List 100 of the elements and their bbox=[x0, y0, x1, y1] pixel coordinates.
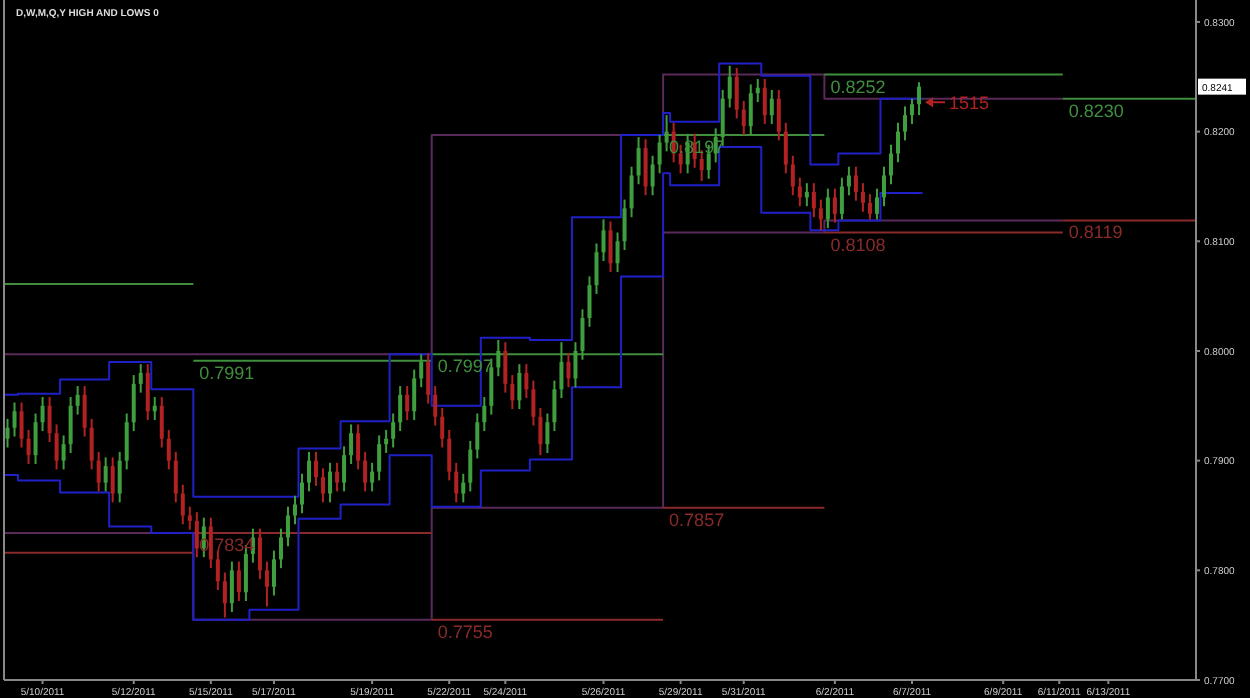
candlestick bbox=[874, 187, 879, 221]
candlestick bbox=[54, 423, 59, 471]
candlestick bbox=[138, 363, 143, 394]
candlestick bbox=[82, 385, 87, 438]
candlestick bbox=[370, 461, 375, 493]
candlestick bbox=[12, 401, 17, 438]
candlestick bbox=[910, 97, 915, 125]
candlestick bbox=[580, 308, 585, 361]
candlestick bbox=[363, 450, 368, 493]
candlestick bbox=[468, 439, 473, 493]
candlestick bbox=[881, 165, 886, 208]
candlestick bbox=[264, 560, 269, 608]
candlestick bbox=[608, 220, 613, 273]
candlestick bbox=[300, 472, 304, 515]
candlestick bbox=[664, 114, 669, 153]
candlestick bbox=[222, 571, 227, 619]
candlestick bbox=[405, 385, 410, 422]
candlestick bbox=[629, 165, 634, 219]
candlestick bbox=[559, 341, 564, 400]
candlestick bbox=[615, 231, 620, 273]
candlestick bbox=[377, 434, 382, 482]
candlestick bbox=[33, 412, 38, 465]
candlestick bbox=[720, 88, 725, 147]
annotation: 0.7991 bbox=[199, 362, 255, 383]
annotation: 0.8230 bbox=[1068, 100, 1124, 121]
candlestick bbox=[587, 275, 592, 328]
candlestick bbox=[117, 450, 122, 504]
candlestick bbox=[839, 176, 844, 221]
candlestick bbox=[896, 121, 900, 164]
annotation: 1515 bbox=[949, 93, 990, 114]
candlestick bbox=[342, 445, 347, 493]
candlestick bbox=[531, 379, 536, 427]
candlestick bbox=[797, 176, 802, 208]
candlestick bbox=[636, 136, 641, 186]
candlestick bbox=[755, 77, 760, 103]
candlestick bbox=[482, 396, 487, 433]
candlestick bbox=[853, 165, 858, 202]
candlestick bbox=[110, 456, 115, 504]
candlestick bbox=[257, 527, 262, 581]
candlestick bbox=[398, 385, 403, 433]
annotation: 0.8119 bbox=[1068, 222, 1123, 243]
candlestick bbox=[75, 385, 80, 416]
candlestick bbox=[917, 81, 922, 117]
candlestick bbox=[643, 138, 648, 197]
candlestick bbox=[321, 467, 326, 504]
candlestick bbox=[517, 363, 522, 411]
candlestick bbox=[776, 88, 781, 142]
candlestick bbox=[229, 560, 234, 613]
candlestick bbox=[412, 368, 417, 422]
candlestick bbox=[783, 121, 788, 175]
candlestick bbox=[285, 505, 290, 548]
annotation: 0.7755 bbox=[437, 621, 493, 642]
candlestick bbox=[349, 423, 354, 465]
candlestick bbox=[152, 396, 157, 422]
candlestick bbox=[40, 396, 45, 433]
candlestick bbox=[194, 511, 199, 559]
candlestick bbox=[426, 352, 431, 405]
candlestick bbox=[461, 472, 466, 504]
candlestick bbox=[278, 527, 283, 570]
candlestick bbox=[790, 154, 795, 197]
candlestick bbox=[314, 450, 319, 487]
candlestick bbox=[419, 353, 424, 389]
candlestick bbox=[335, 461, 340, 493]
annotation: 0.8108 bbox=[830, 234, 886, 255]
candlestick bbox=[215, 549, 220, 592]
candlestick bbox=[131, 374, 136, 433]
candlestick bbox=[180, 483, 185, 526]
candlestick bbox=[524, 363, 529, 400]
candlestick bbox=[552, 379, 557, 433]
candlestick bbox=[762, 77, 767, 125]
candlestick bbox=[818, 198, 823, 232]
candlestick bbox=[433, 385, 438, 427]
candlestick bbox=[727, 64, 732, 109]
candlestick bbox=[5, 417, 10, 449]
candlestick bbox=[657, 133, 662, 175]
candlestick bbox=[566, 352, 571, 389]
candlestick bbox=[769, 88, 774, 125]
candlestick bbox=[538, 407, 543, 457]
candlestick bbox=[825, 187, 830, 230]
candlestick bbox=[741, 99, 746, 136]
candlestick bbox=[496, 339, 501, 378]
candlestick bbox=[145, 363, 150, 422]
candlestick bbox=[867, 193, 872, 221]
candlestick bbox=[159, 396, 164, 449]
candlestick bbox=[503, 341, 508, 394]
candlestick bbox=[166, 428, 171, 471]
candlestick bbox=[236, 560, 241, 603]
candlestick bbox=[601, 218, 606, 263]
candlestick bbox=[860, 182, 865, 213]
candlestick bbox=[489, 357, 494, 416]
candlestick bbox=[846, 165, 851, 197]
candlestick bbox=[89, 417, 94, 471]
annotation: 0.8252 bbox=[830, 76, 886, 97]
candlestick bbox=[124, 412, 129, 471]
candlestick bbox=[888, 143, 893, 186]
candlestick bbox=[811, 182, 816, 219]
candlestick bbox=[271, 549, 276, 597]
candlestick bbox=[47, 396, 52, 443]
candlestick bbox=[650, 154, 655, 197]
candlestick bbox=[454, 461, 459, 504]
